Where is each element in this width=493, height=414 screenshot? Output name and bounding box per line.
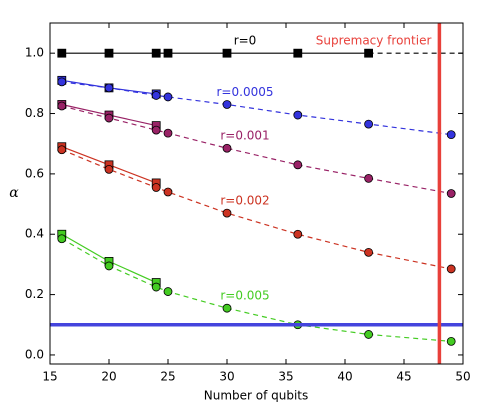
- series-line: [61, 149, 452, 270]
- series-line: [61, 238, 452, 342]
- x-tick-label: 35: [278, 370, 293, 384]
- x-tick-label: 15: [42, 370, 57, 384]
- circle-marker: [57, 77, 67, 87]
- y-tick-label: 0.0: [25, 347, 44, 361]
- circle-marker: [57, 101, 67, 111]
- circle-marker: [163, 287, 173, 296]
- square-marker: [104, 48, 114, 58]
- circle-marker: [104, 261, 114, 271]
- square-marker: [222, 48, 232, 58]
- circle-marker: [104, 113, 114, 123]
- square-marker: [163, 48, 173, 58]
- y-tick-label: 0.2: [25, 287, 44, 301]
- circle-marker: [446, 189, 456, 198]
- circle-marker: [293, 110, 303, 120]
- circle-marker: [222, 143, 232, 153]
- circle-marker: [104, 164, 114, 174]
- circle-marker: [222, 303, 232, 313]
- x-tick-label: 30: [219, 370, 234, 384]
- circle-marker: [364, 119, 374, 129]
- series-label: r=0.005: [220, 289, 269, 303]
- series-label: r=0.002: [220, 194, 269, 208]
- square-marker: [364, 48, 374, 58]
- circle-marker: [163, 92, 173, 102]
- x-tick-label: 45: [396, 370, 411, 384]
- square-marker: [293, 48, 303, 58]
- circle-marker: [57, 234, 67, 244]
- x-tick-label: 40: [337, 370, 352, 384]
- y-tick-label: 0.8: [25, 106, 44, 120]
- circle-marker: [151, 183, 161, 192]
- series-line: [61, 81, 452, 136]
- circle-marker: [151, 125, 161, 135]
- x-tick-label: 25: [160, 370, 175, 384]
- x-tick-label: 50: [455, 370, 470, 384]
- circle-marker: [293, 229, 303, 239]
- circle-marker: [446, 130, 456, 140]
- circle-marker: [293, 160, 303, 170]
- plot-frame: [49, 22, 464, 365]
- circle-marker: [222, 100, 232, 109]
- circle-marker: [163, 187, 173, 197]
- series-line: [61, 105, 452, 195]
- square-marker: [151, 48, 161, 58]
- circle-marker: [446, 264, 456, 274]
- circle-marker: [151, 282, 161, 292]
- circle-marker: [163, 128, 173, 138]
- y-axis-label: α: [9, 185, 19, 201]
- circle-marker: [104, 83, 114, 93]
- square-marker: [57, 48, 67, 58]
- y-tick-label: 1.0: [25, 46, 44, 60]
- circle-marker: [151, 91, 161, 100]
- circle-marker: [57, 145, 67, 155]
- y-tick-label: 0.6: [25, 166, 44, 180]
- circle-marker: [364, 247, 374, 257]
- x-axis-label: Number of qubits: [204, 389, 309, 403]
- reference-label: Supremacy frontier: [316, 34, 432, 48]
- circle-marker: [364, 174, 374, 183]
- x-tick-label: 20: [101, 370, 116, 384]
- y-tick-label: 0.4: [25, 227, 44, 241]
- series-label: r=0.001: [220, 129, 269, 143]
- series-label: r=0: [234, 34, 257, 48]
- circle-marker: [364, 330, 374, 339]
- series-label: r=0.0005: [217, 85, 274, 99]
- circle-marker: [446, 336, 456, 346]
- circle-marker: [222, 208, 232, 218]
